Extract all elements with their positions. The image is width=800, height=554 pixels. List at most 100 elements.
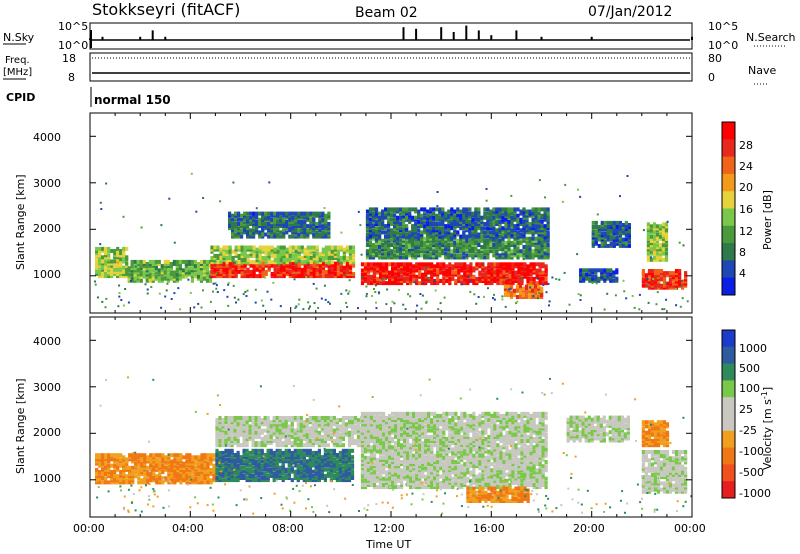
power-cell (365, 213, 370, 218)
power-cell (264, 232, 268, 237)
velocity-cell (269, 420, 273, 425)
power-cell (507, 238, 511, 243)
power-cell (258, 263, 262, 268)
power-speckle (655, 303, 658, 306)
power-cell (480, 222, 484, 226)
velocity-cell (266, 430, 270, 435)
power-cell (315, 272, 319, 276)
power-cell (270, 253, 274, 258)
power-cell (502, 270, 506, 275)
power-cell (371, 251, 376, 256)
power-cell (403, 279, 407, 283)
velocity-cell (203, 453, 207, 458)
power-cell (306, 256, 310, 260)
power-cell (205, 278, 210, 283)
velocity-cell (104, 476, 108, 481)
power-cell (145, 262, 149, 266)
power-cell (528, 222, 532, 226)
power-cell (365, 249, 370, 254)
power-cell (438, 209, 442, 214)
power-cell (291, 228, 295, 233)
power-cell (379, 262, 383, 267)
power-cell (661, 249, 666, 254)
velocity-cell (257, 478, 261, 483)
power-speckle (340, 292, 343, 295)
power-cell (196, 268, 201, 273)
power-cell (130, 268, 134, 273)
velocity-cell (158, 459, 162, 464)
power-cell (540, 228, 544, 233)
power-cell (381, 253, 385, 258)
power-cell (469, 276, 473, 281)
velocity-cell (272, 422, 276, 427)
power-cell (493, 279, 497, 283)
power-cell (483, 232, 487, 237)
velocity-cell (308, 455, 312, 460)
velocity-cell (344, 457, 348, 462)
power-cell (267, 215, 271, 220)
power-cell (210, 269, 214, 274)
power-cell (534, 209, 538, 214)
power-cell (597, 233, 601, 238)
power-cell (374, 226, 379, 231)
power-cell (522, 224, 526, 229)
velocity-cell (116, 459, 120, 464)
power-speckle (666, 220, 669, 223)
power-cell (282, 219, 286, 224)
velocity-cell (311, 453, 315, 457)
power-cell (420, 240, 424, 245)
power-cell (237, 245, 241, 250)
power-cell (125, 274, 129, 279)
velocity-cell (296, 471, 300, 476)
power-cell (297, 256, 301, 260)
power-cell (522, 207, 526, 212)
power-cell (515, 295, 520, 299)
power-cell (466, 266, 470, 271)
power-cell (397, 262, 401, 267)
power-cell (246, 245, 250, 250)
power-cell (478, 276, 482, 281)
velocity-cell (245, 430, 249, 435)
velocity-cell (284, 457, 288, 462)
power-speckle (365, 295, 368, 298)
power-cell (219, 256, 223, 260)
velocity-cell (107, 453, 111, 458)
power-cell (270, 247, 274, 252)
velocity-cell (260, 478, 264, 483)
power-cell (594, 235, 598, 240)
power-speckle (501, 298, 504, 301)
power-cell (432, 238, 436, 243)
velocity-cell (338, 465, 342, 470)
power-speckle (622, 279, 625, 282)
power-cell (426, 249, 430, 254)
power-cell (504, 251, 508, 256)
power-cell (525, 226, 529, 231)
power-cell (537, 255, 541, 260)
power-cell (591, 237, 595, 242)
velocity-cell (137, 480, 141, 485)
power-cell (397, 268, 401, 273)
power-cell (432, 243, 436, 247)
velocity-cell (173, 480, 177, 485)
velocity-cell (329, 473, 333, 478)
velocity-cell (230, 478, 234, 483)
power-cell (507, 228, 511, 233)
power-cell (495, 232, 499, 237)
power-cell (393, 255, 397, 260)
velocity-cell (215, 424, 219, 429)
power-cell (258, 267, 262, 272)
power-cell (486, 251, 490, 256)
power-cell (387, 222, 391, 226)
velocity-cell (251, 443, 255, 448)
power-cell (480, 238, 484, 243)
power-cell (600, 274, 604, 279)
power-cell (406, 268, 410, 273)
power-cell (519, 232, 523, 237)
power-cell (276, 232, 280, 237)
power-cell (612, 229, 616, 234)
power-cell (231, 261, 235, 266)
velocity-cell (299, 450, 303, 455)
power-cell (535, 262, 539, 267)
power-cell (507, 224, 511, 229)
velocity-cell (116, 465, 120, 470)
